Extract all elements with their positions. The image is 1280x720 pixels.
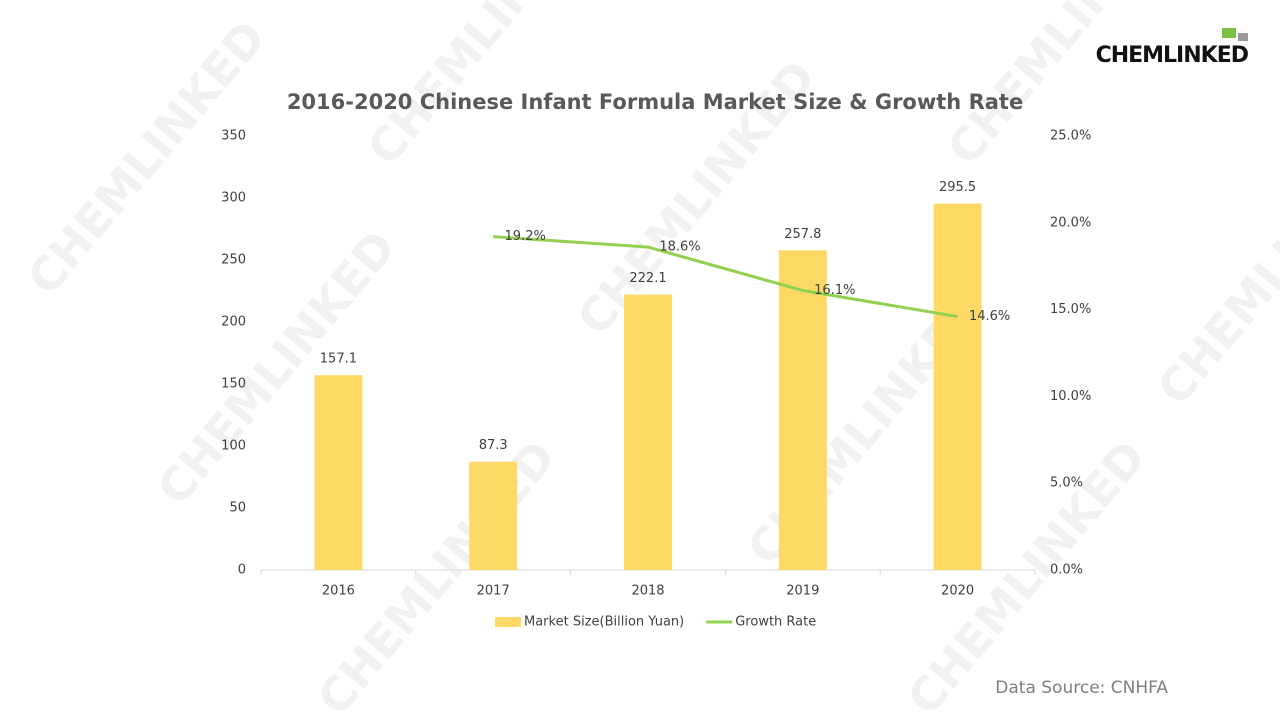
watermark: CHEMLINKED (937, 0, 1197, 175)
y-tick-label: 200 (221, 315, 246, 330)
logo-icon (1222, 28, 1236, 38)
y-tick-label: 250 (221, 253, 246, 268)
x-tick-label: 2019 (786, 584, 819, 599)
watermark: CHEMLINKED (1147, 120, 1280, 415)
bar (778, 250, 827, 570)
y-tick-label: 300 (221, 191, 246, 206)
legend-swatch (495, 617, 521, 627)
y-tick-label: 100 (221, 439, 246, 454)
y2-tick-label: 20.0% (1050, 215, 1091, 230)
chart-title: 2016-2020 Chinese Infant Formula Market … (287, 90, 1023, 114)
source: Data Source: CNHFA (995, 678, 1168, 698)
data-label: 157.1 (320, 352, 357, 367)
data-label: 222.1 (629, 271, 666, 286)
y-tick-label: 0 (238, 563, 246, 578)
data-label: 16.1% (814, 283, 855, 298)
y2-tick-label: 25.0% (1050, 129, 1091, 144)
y-tick-label: 50 (229, 501, 246, 516)
data-label: 257.8 (784, 227, 821, 242)
y2-tick-label: 10.0% (1050, 389, 1091, 404)
data-label: 19.2% (505, 229, 546, 244)
x-tick-label: 2016 (322, 584, 355, 599)
data-label: 14.6% (969, 309, 1010, 324)
data-label: 295.5 (939, 180, 976, 195)
x-tick-label: 2018 (631, 584, 664, 599)
y-tick-label: 150 (221, 377, 246, 392)
y2-tick-label: 5.0% (1050, 476, 1083, 491)
legend-label: Growth Rate (735, 615, 816, 630)
line (493, 235, 958, 319)
logo-icon (1238, 33, 1248, 41)
y-tick-label: 350 (221, 129, 246, 144)
bar (624, 294, 672, 570)
legend-label: Market Size(Billion Yuan) (524, 615, 684, 630)
data-label: 18.6% (659, 240, 700, 255)
data-label: 87.3 (479, 438, 508, 453)
logo: CHEMLINKED (1096, 43, 1249, 68)
bar (314, 375, 363, 570)
bar (469, 461, 518, 570)
x-tick-label: 2020 (941, 584, 974, 599)
watermark: CHEMLINKED (357, 0, 617, 175)
y2-tick-label: 15.0% (1050, 302, 1091, 317)
bar (933, 203, 982, 570)
x-tick-label: 2017 (477, 584, 510, 599)
y2-tick-label: 0.0% (1050, 563, 1083, 578)
watermark: CHEMLINKED (147, 220, 407, 515)
